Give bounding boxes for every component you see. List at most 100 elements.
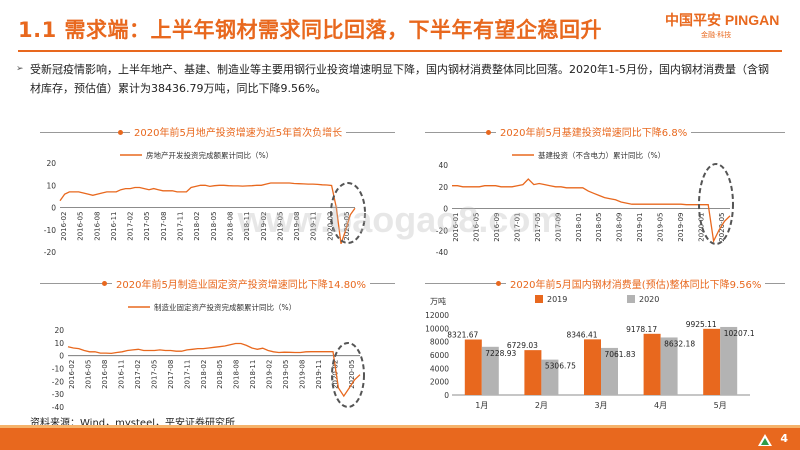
page-number: 4 <box>780 432 788 445</box>
chart4-legend-swatch-2020 <box>627 295 635 303</box>
chart1-x-tick: 2018-05 <box>210 212 218 241</box>
chart2-y-tick: 20 <box>438 183 448 192</box>
chart4-data-label-2019: 6729.03 <box>507 341 538 350</box>
chart1-x-tick: 2017-02 <box>127 212 135 241</box>
chart3-x-tick: 2017-08 <box>167 360 175 389</box>
chart4-legend-label-2019: 2019 <box>547 295 567 304</box>
chart4-data-label-2020: 8632.18 <box>664 339 695 348</box>
chart3-x-tick: 2018-02 <box>200 360 208 389</box>
chart3-series-line <box>67 342 361 398</box>
chart1-x-tick: 2019-11 <box>310 212 318 241</box>
chart4-bar-2020 <box>601 347 618 395</box>
chart3-x-tick: 2019-08 <box>299 360 307 389</box>
chart2-x-tick: 2016-01 <box>452 213 460 242</box>
chart4-y-tick: 6000 <box>430 351 449 360</box>
chart4-x-tick: 3月 <box>594 401 607 410</box>
chart1-title: 2020年前5月地产投资增速为近5年首次负增长 <box>130 124 347 139</box>
chart1-y-tick: -10 <box>44 226 56 235</box>
chart1-real-estate-investment: 房地产开发投资完成额累计同比（%） 20 10 0 -10 -20 2016-02 2016-… <box>44 150 366 257</box>
chart1-x-tick: 2019-05 <box>276 211 284 240</box>
summary-paragraph: ➢ 受新冠疫情影响，上半年地产、基建、制造业等主要用钢行业投资增速明显下降，国内… <box>16 60 770 98</box>
chart2-y-tick: -20 <box>436 226 448 235</box>
chart3-x-tick: 2017-02 <box>134 360 142 389</box>
chart4-bar-2020 <box>541 359 559 395</box>
chart1-highlight-circle <box>330 182 366 244</box>
chart4-data-label-2020: 10207.1 <box>724 329 755 338</box>
chart4-data-label-2019: 8346.41 <box>566 330 597 339</box>
chart4-data-label-2020: 5306.75 <box>545 362 576 371</box>
chart3-y-tick: 20 <box>54 326 64 335</box>
chart2-x-tick: 2018-01 <box>575 213 583 242</box>
chart3-x-tick: 2020-05 <box>348 360 356 389</box>
chart3-y-tick: -20 <box>52 377 64 386</box>
chart1-title-dot <box>118 130 123 135</box>
chart3-title-dot <box>102 281 107 286</box>
chart1-x-tick: 2016-02 <box>60 212 68 241</box>
chart1-x-tick: 2017-11 <box>177 212 185 241</box>
chart4-bar-2019 <box>643 333 661 395</box>
chart4-data-label-2020: 7228.93 <box>485 349 516 358</box>
chart2-title-dot <box>486 130 491 135</box>
chart3-highlight-circle <box>331 342 365 408</box>
chart3-y-tick: -30 <box>52 390 64 399</box>
chart3-manufacturing-investment: 制造业固定资产投资完成额累计同比（%） 20 10 0 -10 -20 -30 -40 2016… <box>52 302 365 412</box>
chart2-x-tick: 2017-01 <box>513 213 521 242</box>
chart2-x-tick: 2020-05 <box>718 213 726 242</box>
chart2-x-tick: 2019-01 <box>636 213 644 242</box>
chart4-bar-2020 <box>720 326 738 395</box>
chart1-x-tick: 2016-05 <box>77 212 85 241</box>
logo-main-text: 中国平安 PINGAN <box>665 12 780 28</box>
page-title: 1.1 需求端：上半年钢材需求同比回落，下半年有望企稳回升 <box>18 18 603 42</box>
chart3-x-tick: 2019-05 <box>282 360 290 389</box>
chart4-x-tick: 2月 <box>535 401 548 410</box>
chart1-x-tick: 2018-11 <box>243 212 251 241</box>
chart4-bar-2019 <box>703 328 721 395</box>
chart2-x-tick: 2016-05 <box>472 213 480 242</box>
chart3-x-tick: 2018-05 <box>216 360 224 389</box>
chart1-y-tick: -20 <box>44 248 56 257</box>
chart3-x-tick: 2019-11 <box>315 360 323 389</box>
chart4-x-tick: 1月 <box>475 401 488 410</box>
chart1-legend-label: 房地产开发投资完成额累计同比（%） <box>146 150 273 160</box>
chart3-y-tick: -10 <box>52 365 64 374</box>
chart3-x-tick: 2016-05 <box>84 360 92 389</box>
chart4-title-dot <box>496 281 501 286</box>
chart1-x-tick: 2019-08 <box>293 212 301 241</box>
chart2-x-tick: 2019-05 <box>657 213 665 242</box>
chart4-y-tick: 10000 <box>425 324 449 333</box>
chart4-unit-label: 万吨 <box>430 296 446 306</box>
chart2-title: 2020年前5月基建投资增速同比下降6.8% <box>496 124 692 139</box>
chart1-x-tick: 2018-02 <box>193 212 201 241</box>
chart1-y-tick: 20 <box>46 159 56 168</box>
chart1-y-tick: 10 <box>46 181 56 190</box>
chart2-y-tick: -40 <box>436 248 448 257</box>
chart4-data-label-2020: 7061.83 <box>604 350 635 359</box>
chart3-x-tick: 2017-05 <box>150 360 158 389</box>
chart2-x-tick: 2020-01 <box>698 213 706 242</box>
chart2-x-tick: 2018-09 <box>616 213 624 242</box>
chart3-x-tick: 2017-11 <box>183 360 191 389</box>
chart3-x-tick: 2016-02 <box>68 360 76 389</box>
chart4-y-tick: 12000 <box>425 311 449 320</box>
chart2-x-tick: 2016-09 <box>493 213 501 242</box>
chart3-x-tick: 2018-08 <box>233 360 241 389</box>
chart4-steel-consumption: 万吨 2019 2020 12000 10000 8000 6000 4000 2000 0 832… <box>425 295 755 410</box>
chart1-series-line <box>59 182 356 245</box>
title-divider <box>18 50 782 52</box>
chart4-bar-2019 <box>464 339 482 395</box>
chart2-series-line <box>452 178 731 244</box>
chart3-title: 2020年前5月制造业固定资产投资增速同比下降14.80% <box>112 276 370 291</box>
footer-bar <box>0 428 800 450</box>
footer-accent <box>0 425 800 428</box>
chart1-x-tick: 2016-08 <box>93 212 101 241</box>
chart3-y-tick: -40 <box>52 403 64 412</box>
chart1-x-tick: 2016-11 <box>110 212 118 241</box>
chart3-x-tick: 2018-11 <box>249 360 257 389</box>
chart4-x-tick: 4月 <box>654 401 667 410</box>
company-logo: 中国平安 PINGAN 金融·科技 <box>665 10 779 40</box>
chart1-y-tick: 0 <box>51 204 56 213</box>
chart2-y-tick: 40 <box>438 161 448 170</box>
chart2-legend-label: 基建投资（不含电力）累计同比（%） <box>538 150 665 160</box>
chart3-x-tick: 2020-02 <box>332 360 340 389</box>
chart4-x-tick: 5月 <box>714 401 727 410</box>
